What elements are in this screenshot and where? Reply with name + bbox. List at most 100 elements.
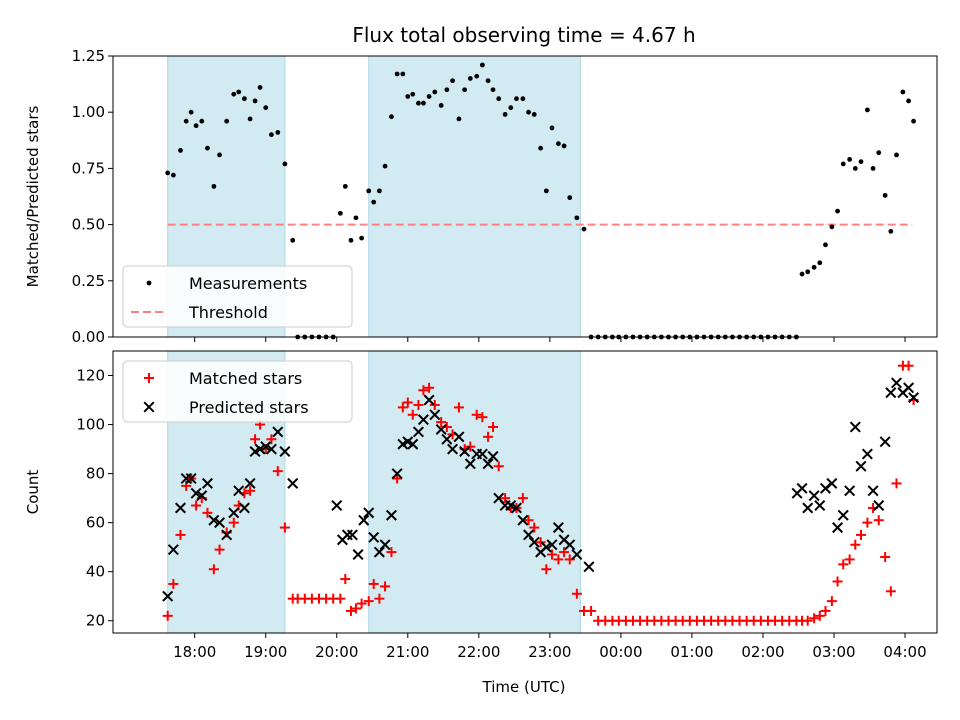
data-point (571, 549, 583, 561)
data-point (272, 426, 284, 438)
data-point (202, 507, 213, 518)
data-point (450, 78, 455, 84)
data-point (844, 554, 855, 565)
data-point (559, 547, 570, 558)
data-point (832, 576, 843, 587)
data-point (231, 91, 237, 97)
y-tick-label: 1.25 (72, 47, 105, 65)
series-x (162, 377, 920, 602)
data-point (453, 431, 465, 443)
data-point (508, 105, 514, 111)
data-point (421, 100, 426, 106)
data-point (175, 529, 186, 540)
data-point (894, 152, 899, 158)
y-tick-label: 120 (76, 367, 105, 385)
data-point (358, 514, 370, 526)
y-tick-label: 40 (86, 563, 105, 581)
data-point (574, 215, 580, 221)
data-point (191, 500, 202, 511)
data-point (505, 499, 517, 511)
data-point (583, 561, 595, 573)
data-point (571, 588, 582, 599)
data-point (564, 539, 576, 551)
data-point (252, 98, 258, 104)
data-point (245, 485, 256, 496)
data-point (838, 559, 849, 570)
data-point (423, 394, 435, 406)
data-point (829, 224, 835, 230)
data-point (394, 71, 400, 77)
data-point (214, 544, 225, 555)
data-point (263, 105, 269, 111)
data-point (903, 360, 914, 371)
series-plus (162, 360, 919, 626)
x-tick-label: 23:00 (528, 643, 571, 661)
data-point (523, 529, 535, 541)
data-point (287, 477, 299, 489)
data-point (459, 446, 471, 458)
legend-label: Predicted stars (189, 398, 309, 417)
data-point (214, 517, 226, 529)
data-point (374, 593, 385, 604)
data-point (352, 549, 364, 561)
data-point (350, 603, 361, 614)
data-point (233, 485, 245, 497)
data-point (885, 586, 896, 597)
data-point (260, 441, 272, 453)
data-point (882, 192, 888, 198)
data-point (861, 448, 873, 460)
y-axis-title: Count (24, 470, 42, 515)
data-point (407, 438, 419, 450)
data-point (368, 531, 380, 543)
data-point (238, 502, 250, 514)
data-point (844, 485, 856, 497)
y-tick-label: 80 (86, 465, 105, 483)
data-point (805, 269, 811, 275)
data-point (193, 123, 199, 129)
data-point (876, 150, 882, 156)
data-point (541, 564, 552, 575)
data-point (266, 434, 277, 445)
data-point (236, 89, 242, 95)
data-point (485, 78, 491, 84)
data-point (190, 487, 202, 499)
data-point (552, 522, 564, 534)
data-point (561, 143, 567, 149)
data-point (835, 208, 840, 214)
data-point (496, 96, 502, 102)
data-point (529, 522, 540, 533)
data-point (201, 477, 213, 489)
data-point (826, 596, 837, 607)
data-point (371, 199, 377, 205)
data-point (517, 493, 528, 504)
data-point (208, 564, 219, 575)
data-point (474, 73, 480, 79)
data-point (217, 152, 222, 158)
data-point (188, 109, 194, 115)
data-point (832, 522, 844, 534)
plot-frame (112, 350, 938, 634)
data-point (864, 107, 870, 113)
data-point (456, 116, 462, 122)
data-point (346, 529, 358, 541)
data-point (363, 596, 374, 607)
count-panel: 20 40 60 80 100 120 18:00 19:00 20:00 21:00 22:00 2… (24, 350, 938, 661)
data-point (891, 377, 903, 389)
data-point (402, 397, 413, 408)
data-point (471, 409, 482, 420)
data-point (331, 499, 343, 511)
legend-label: Matched stars (189, 369, 302, 388)
data-point (356, 598, 367, 609)
data-point (247, 116, 253, 122)
legend-swatch (143, 401, 155, 413)
data-point (510, 502, 522, 514)
data-point (488, 422, 499, 433)
observing-window-band (368, 55, 581, 338)
data-point (465, 441, 476, 452)
data-point (196, 490, 208, 502)
data-point (862, 517, 873, 528)
data-point (380, 581, 391, 592)
data-point (546, 549, 557, 560)
data-point (453, 402, 464, 413)
data-point (337, 210, 343, 216)
